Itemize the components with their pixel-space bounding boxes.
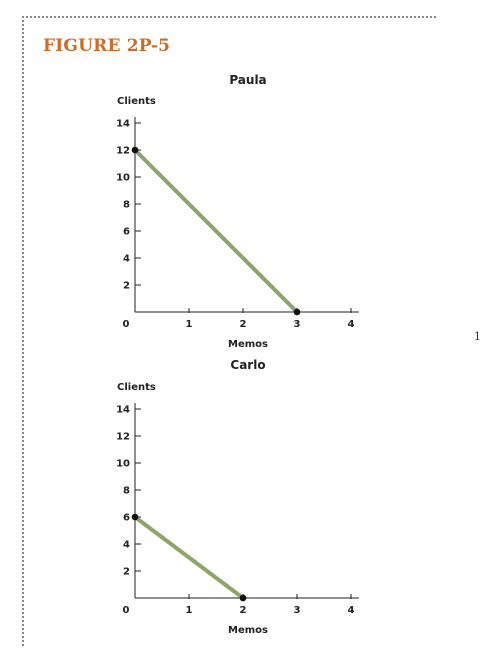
y-tick-label: 10: [116, 459, 130, 470]
x-axis-label: Memos: [228, 625, 268, 636]
series-line: [133, 148, 299, 314]
y-tick-label: 12: [116, 146, 130, 157]
y-axis-label: Clients: [117, 96, 156, 107]
x-tick-label: 4: [348, 319, 355, 330]
y-tick-label: 4: [123, 254, 130, 265]
frame-left-border: [22, 16, 24, 646]
margin-mark: 1: [474, 330, 480, 343]
y-tick-label: 4: [123, 540, 130, 551]
figure-label: FIGURE 2P-5: [43, 36, 171, 56]
y-tick-label: 6: [123, 513, 130, 524]
y-tick-label: 8: [123, 486, 130, 497]
frame-top-border: [22, 16, 436, 18]
x-tick-label: 3: [294, 605, 301, 616]
x-axis-label: Memos: [228, 339, 268, 350]
y-axis-label: Clients: [117, 382, 156, 393]
series-line: [133, 515, 245, 600]
y-tick-label: 10: [116, 173, 130, 184]
chart-title: Carlo: [230, 358, 265, 372]
data-point: [131, 513, 139, 521]
chart-title: Paula: [229, 73, 266, 87]
y-tick-label: 6: [123, 227, 130, 238]
x-tick-label: 0: [123, 605, 130, 616]
x-tick-label: 4: [348, 605, 355, 616]
x-tick-label: 2: [240, 319, 247, 330]
x-tick-label: 3: [294, 319, 301, 330]
data-point: [293, 308, 301, 316]
x-tick-label: 2: [240, 605, 247, 616]
x-tick-label: 1: [186, 319, 193, 330]
data-point: [239, 594, 247, 602]
y-tick-label: 2: [123, 281, 130, 292]
y-tick-label: 12: [116, 432, 130, 443]
y-tick-label: 8: [123, 200, 130, 211]
y-tick-label: 14: [116, 405, 130, 416]
y-tick-label: 14: [116, 119, 130, 130]
y-tick-label: 2: [123, 567, 130, 578]
data-point: [131, 146, 139, 154]
x-tick-label: 0: [123, 319, 130, 330]
x-tick-label: 1: [186, 605, 193, 616]
